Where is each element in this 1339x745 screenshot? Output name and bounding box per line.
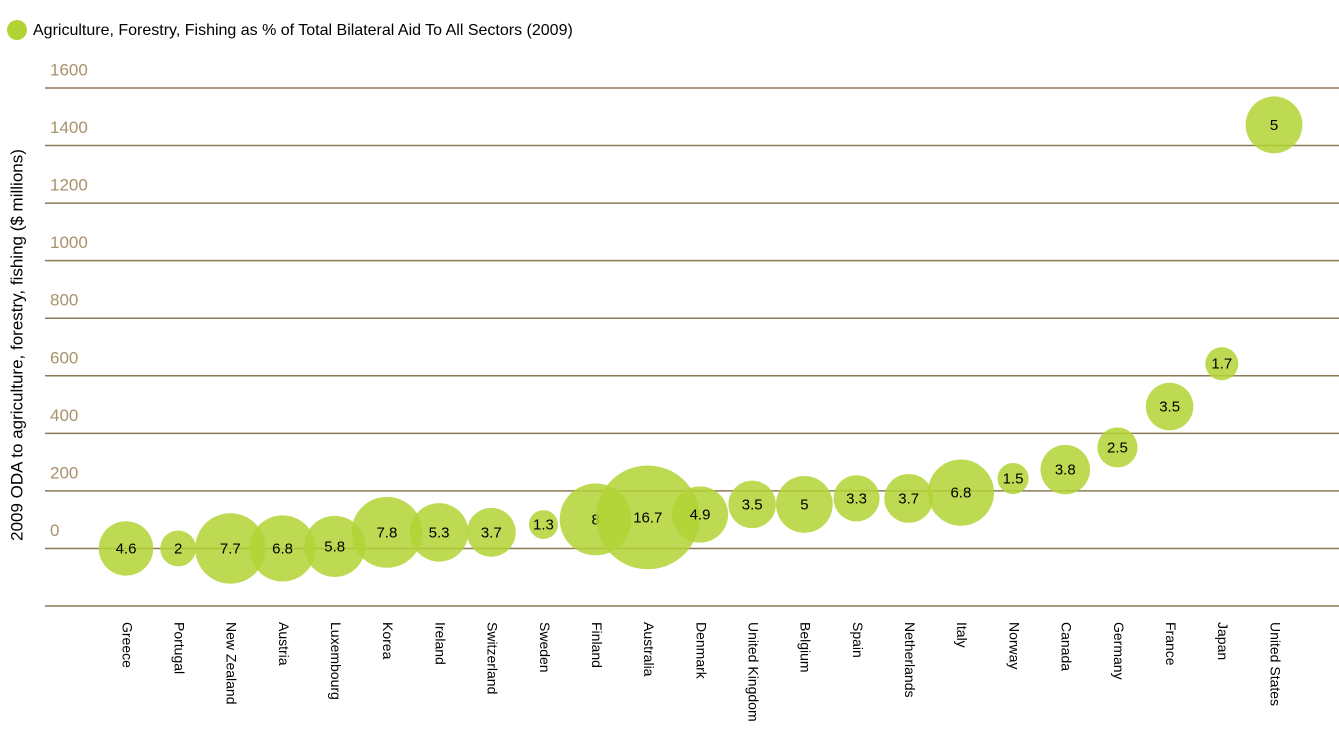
data-label: 2.5 — [1107, 439, 1128, 456]
data-label: 1.7 — [1211, 356, 1232, 373]
y-axis-label: 2009 ODA to agriculture, forestry, fishi… — [7, 149, 26, 541]
bubble — [997, 462, 1029, 495]
data-label: 4.9 — [690, 506, 711, 523]
bubble — [833, 475, 880, 522]
x-tick-label: Australia — [641, 622, 657, 677]
bubble — [595, 465, 700, 570]
data-label: 5.8 — [324, 538, 345, 555]
data-label: 7.7 — [220, 540, 241, 557]
bubble — [351, 496, 423, 568]
bubble — [927, 459, 995, 526]
y-tick-label: 1400 — [50, 118, 88, 137]
y-tick-label: 1600 — [50, 60, 88, 79]
x-tick-label: Netherlands — [902, 622, 918, 698]
bubble — [884, 473, 934, 523]
x-tick-label: Austria — [276, 622, 292, 666]
y-tick-label: 200 — [50, 463, 78, 482]
data-label: 5 — [800, 496, 808, 513]
x-tick-label: Greece — [119, 622, 135, 668]
x-tick-label: Norway — [1006, 622, 1022, 669]
bubble — [1145, 382, 1194, 431]
data-label: 8 — [591, 511, 599, 528]
data-label: 1.3 — [533, 517, 554, 534]
bubble — [1205, 347, 1239, 381]
x-tick-label: Canada — [1059, 622, 1075, 671]
y-tick-label: 1200 — [50, 176, 88, 195]
chart-title: Agriculture, Forestry, Fishing as % of T… — [33, 22, 573, 39]
data-label: 2 — [174, 540, 182, 557]
x-tick-label: France — [1163, 622, 1179, 666]
x-tick-label: Switzerland — [485, 622, 501, 694]
bubble — [98, 521, 154, 576]
bubble — [775, 476, 833, 533]
bubble — [195, 513, 266, 584]
x-tick-label: Finland — [589, 622, 605, 668]
data-label: 3.5 — [742, 496, 763, 513]
x-tick-label: United States — [1267, 622, 1283, 706]
bubble — [1097, 427, 1138, 468]
data-label: 4.6 — [116, 540, 137, 557]
data-label: 3.8 — [1055, 462, 1076, 479]
y-tick-label: 400 — [50, 406, 78, 425]
legend-marker — [7, 20, 27, 40]
data-label: 7.8 — [376, 524, 397, 541]
data-label: 3.7 — [481, 524, 502, 541]
y-tick-label: 0 — [50, 521, 59, 540]
x-tick-label: Italy — [954, 622, 970, 648]
bubble — [304, 515, 366, 578]
x-tick-label: Ireland — [432, 622, 448, 665]
x-tick-label: Spain — [850, 622, 866, 658]
x-tick-label: Japan — [1215, 622, 1231, 660]
data-label: 6.8 — [272, 540, 293, 557]
data-label: 5 — [1270, 117, 1278, 134]
data-label: 3.3 — [846, 490, 867, 507]
x-tick-label: Sweden — [537, 622, 553, 673]
x-tick-label: Belgium — [798, 622, 814, 673]
x-tick-label: Luxembourg — [328, 622, 344, 700]
bubble — [466, 507, 516, 557]
bubble — [1040, 444, 1091, 495]
x-tick-label: Korea — [380, 622, 396, 660]
bubble — [1245, 96, 1303, 154]
bubble — [409, 503, 469, 562]
y-tick-label: 1000 — [50, 233, 88, 252]
data-label: 3.7 — [898, 490, 919, 507]
x-tick-label: United Kingdom — [745, 622, 761, 722]
data-label: 5.3 — [429, 524, 450, 541]
data-label: 1.5 — [1003, 470, 1024, 487]
data-label: 16.7 — [633, 509, 662, 526]
y-tick-label: 600 — [50, 348, 78, 367]
x-tick-label: Portugal — [171, 622, 187, 674]
data-label: 3.5 — [1159, 399, 1180, 416]
x-tick-label: Germany — [1111, 622, 1127, 680]
bubble — [528, 510, 558, 540]
y-tick-label: 800 — [50, 291, 78, 310]
bubble — [160, 530, 197, 567]
x-tick-label: New Zealand — [224, 622, 240, 705]
bubble — [249, 515, 316, 582]
bubble — [671, 486, 729, 543]
x-tick-label: Denmark — [693, 622, 709, 680]
data-label: 6.8 — [950, 485, 971, 502]
bubble — [728, 480, 776, 529]
